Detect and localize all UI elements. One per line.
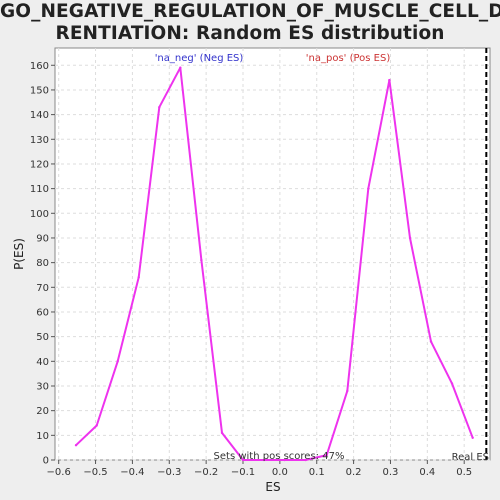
annotation-layer: 'na_neg' (Neg ES) 'na_pos' (Pos ES) Sets… xyxy=(155,53,489,463)
es-data-point xyxy=(367,187,370,190)
y-tick-label: 90 xyxy=(36,233,49,244)
tick-layer: 0 10 20 30 40 50 60 70 80 90 100 110 120 130 140 150 160… xyxy=(30,61,472,478)
y-tick-label: 120 xyxy=(30,159,49,170)
x-axis-title: ES xyxy=(265,480,280,494)
x-tick-label: −0.1 xyxy=(231,467,255,478)
y-tick-label: 30 xyxy=(36,381,49,392)
y-tick-label: 70 xyxy=(36,283,49,294)
y-tick-label: 160 xyxy=(30,61,49,72)
plot-background xyxy=(54,47,491,461)
grid-layer xyxy=(55,48,490,461)
x-tick-label: 0.5 xyxy=(456,467,472,478)
es-data-point xyxy=(388,78,391,82)
y-tick-label: 150 xyxy=(30,85,49,96)
es-data-point xyxy=(200,258,203,262)
es-data-point xyxy=(325,453,328,457)
y-tick-label: 100 xyxy=(30,209,49,220)
y-tick-label: 140 xyxy=(30,110,49,121)
es-data-point xyxy=(450,382,454,385)
y-tick-label: 10 xyxy=(36,431,49,442)
pos-es-label: 'na_pos' (Pos ES) xyxy=(306,53,391,64)
es-distribution-line xyxy=(75,66,474,461)
es-data-point xyxy=(158,106,161,109)
pos-scores-annotation: Sets with pos scores: 47% xyxy=(214,451,345,462)
es-data-point xyxy=(304,458,307,462)
y-tick-label: 80 xyxy=(36,258,49,269)
es-data-point xyxy=(346,389,349,393)
x-tick-label: 0.0 xyxy=(272,467,288,478)
x-tick-label: −0.4 xyxy=(120,467,144,478)
es-data-point xyxy=(74,443,78,447)
x-tick-label: 0.3 xyxy=(383,467,399,478)
es-data-point xyxy=(95,424,98,427)
y-tick-label: 20 xyxy=(36,406,49,417)
es-data-point xyxy=(429,340,433,343)
x-tick-label: −0.2 xyxy=(194,467,218,478)
x-tick-label: −0.5 xyxy=(83,467,107,478)
es-data-point xyxy=(220,431,224,435)
es-data-point xyxy=(262,458,266,462)
x-tick-label: 0.1 xyxy=(309,467,325,478)
y-axis-title: P(ES) xyxy=(12,238,26,270)
x-tick-label: −0.3 xyxy=(157,467,181,478)
x-tick-label: −0.6 xyxy=(47,467,71,478)
y-tick-label: 130 xyxy=(30,135,49,146)
y-tick-label: 60 xyxy=(36,307,49,318)
es-data-point xyxy=(179,66,182,69)
y-tick-label: 40 xyxy=(36,357,49,368)
y-tick-label: 110 xyxy=(30,184,49,195)
neg-es-label: 'na_neg' (Neg ES) xyxy=(155,53,244,64)
es-data-point xyxy=(116,360,119,363)
es-data-point xyxy=(471,436,474,439)
series-layer xyxy=(74,48,488,462)
es-data-point xyxy=(241,458,245,462)
real-es-label: Real ES xyxy=(452,452,489,463)
es-data-point xyxy=(408,236,412,240)
x-tick-label: 0.2 xyxy=(346,467,362,478)
y-tick-label: 0 xyxy=(43,456,49,467)
chart-title: GO_NEGATIVE_REGULATION_OF_MUSCLE_CELL_DI… xyxy=(0,1,500,44)
es-data-point xyxy=(137,276,140,279)
es-data-point xyxy=(283,458,286,462)
x-tick-label: 0.4 xyxy=(419,467,435,478)
y-tick-label: 50 xyxy=(36,332,49,343)
